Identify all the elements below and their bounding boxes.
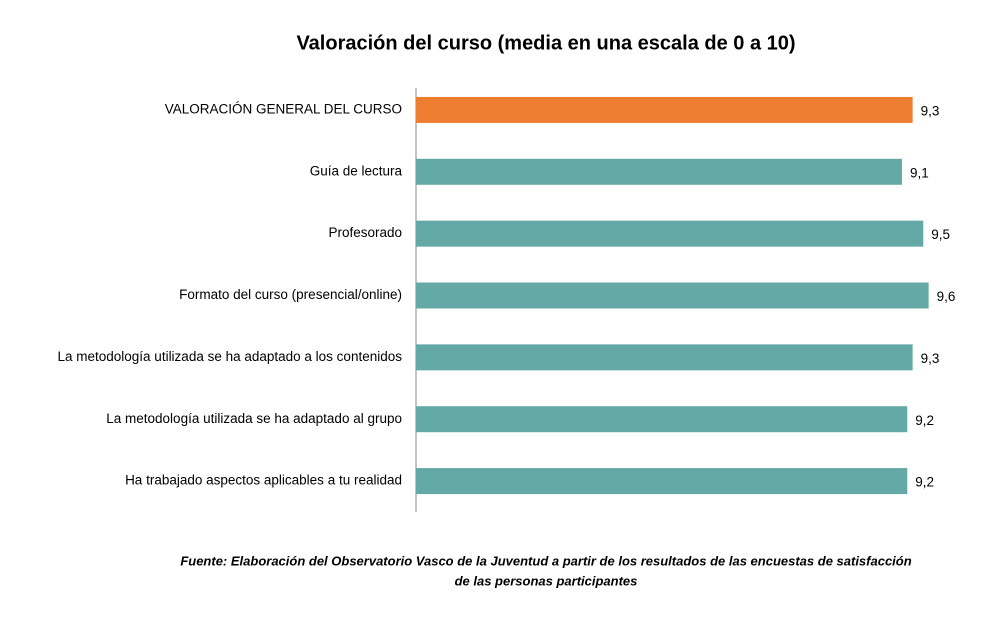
bar xyxy=(416,220,924,247)
source-note: de las personas participantes xyxy=(455,573,638,588)
y-tick-label: La metodología utilizada se ha adaptado … xyxy=(57,349,402,364)
y-tick-label: Guía de lectura xyxy=(310,163,403,178)
bar xyxy=(416,96,913,123)
y-tick-label: Ha trabajado aspectos aplicables a tu re… xyxy=(125,473,402,488)
y-tick-label: Profesorado xyxy=(328,225,402,240)
data-label: 9,1 xyxy=(910,165,929,180)
y-tick-label: VALORACIÓN GENERAL DEL CURSO xyxy=(165,101,402,116)
data-label: 9,3 xyxy=(921,103,940,118)
y-tick-label: Formato del curso (presencial/online) xyxy=(179,287,402,302)
data-label: 9,5 xyxy=(931,227,950,242)
bar xyxy=(416,158,902,185)
data-label: 9,6 xyxy=(937,289,956,304)
y-tick-label: La metodología utilizada se ha adaptado … xyxy=(106,411,402,426)
data-label: 9,2 xyxy=(915,475,934,490)
bar xyxy=(416,344,913,371)
chart-title: Valoración del curso (media en una escal… xyxy=(296,32,795,54)
source-note: Fuente: Elaboración del Observatorio Vas… xyxy=(180,553,911,568)
data-label: 9,3 xyxy=(921,351,940,366)
bar xyxy=(416,406,908,433)
data-label: 9,2 xyxy=(915,413,934,428)
bar xyxy=(416,282,929,309)
bar xyxy=(416,468,908,495)
